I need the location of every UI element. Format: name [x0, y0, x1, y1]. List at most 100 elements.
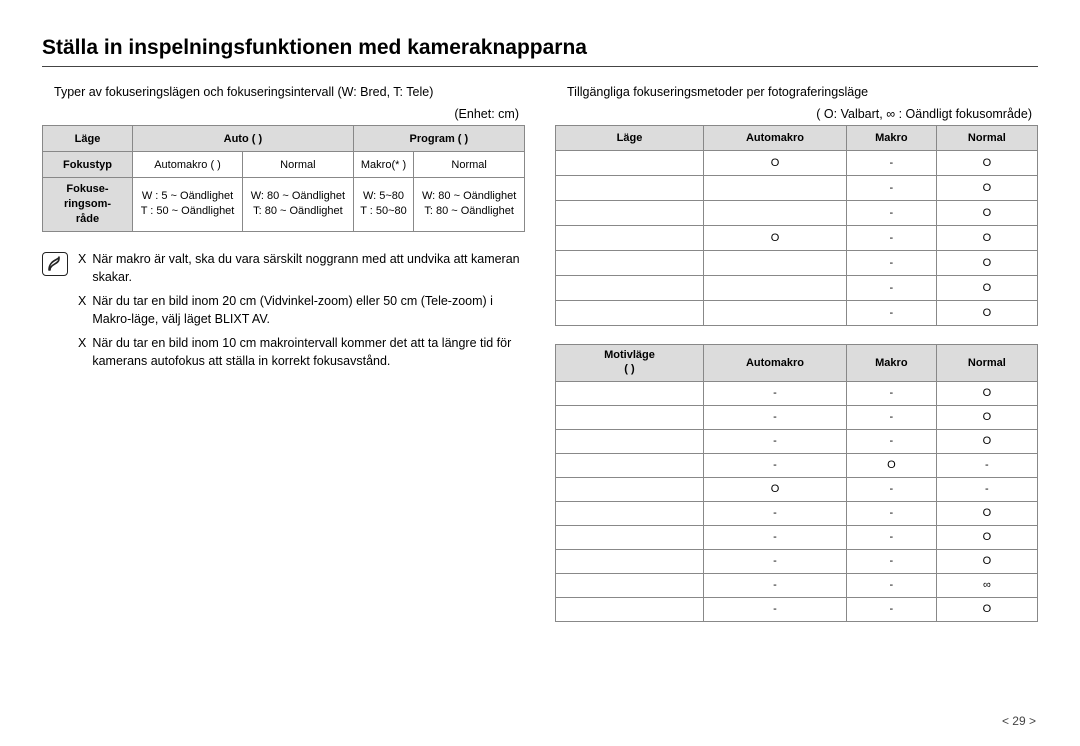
table-cell: [556, 276, 704, 301]
t1-range-p2: W: 80 ~ Oändlighet T: 80 ~ Oändlighet: [414, 178, 525, 232]
table-cell: -: [846, 201, 936, 226]
table-cell: O: [704, 477, 847, 501]
table-cell: [556, 573, 704, 597]
note-item: X När du tar en bild inom 20 cm (Vidvink…: [78, 292, 525, 328]
note-text: När makro är valt, ska du vara särskilt …: [92, 250, 525, 286]
table-row: O-O: [556, 226, 1038, 251]
table-row: -O: [556, 301, 1038, 326]
table-cell: -: [704, 381, 847, 405]
table-cell: -: [846, 251, 936, 276]
table-cell: O: [704, 226, 847, 251]
table-cell: O: [936, 201, 1037, 226]
t1-r-range: Fokuse- ringsom- råde: [43, 178, 133, 232]
table-cell: -: [846, 226, 936, 251]
table-cell: -: [704, 453, 847, 477]
table-cell: [704, 301, 847, 326]
table-row: --∞: [556, 573, 1038, 597]
table-row: -O-: [556, 453, 1038, 477]
note-icon: [42, 252, 68, 276]
table-cell: O: [936, 549, 1037, 573]
table-cell: -: [846, 525, 936, 549]
table-cell: [556, 429, 704, 453]
table-cell: -: [846, 405, 936, 429]
page: Ställa in inspelningsfunktionen med kame…: [0, 0, 1080, 642]
t1-prog2: Normal: [414, 152, 525, 178]
table-cell: O: [936, 501, 1037, 525]
table-row: --O: [556, 525, 1038, 549]
t1-range-a2: W: 80 ~ Oändlighet T: 80 ~ Oändlighet: [243, 178, 354, 232]
table-cell: O: [936, 176, 1037, 201]
table-cell: -: [846, 549, 936, 573]
table-cell: -: [846, 276, 936, 301]
t1-r-fokustyp: Fokustyp: [43, 152, 133, 178]
table-row: O-O: [556, 151, 1038, 176]
table-cell: [556, 597, 704, 621]
table-cell: -: [846, 501, 936, 525]
table-cell: -: [936, 453, 1037, 477]
title-underline: [42, 66, 1038, 67]
t3-body: --O--O--O-O-O----O--O--O--∞--O: [556, 381, 1038, 621]
note-list: X När makro är valt, ska du vara särskil…: [78, 250, 525, 377]
table-cell: -: [846, 176, 936, 201]
table-row: --O: [556, 405, 1038, 429]
table-row: -O: [556, 201, 1038, 226]
table-row: --O: [556, 597, 1038, 621]
focus-method-table: Läge Automakro Makro Normal O-O-O-OO-O-O…: [555, 125, 1038, 326]
note-bullet: X: [78, 292, 86, 328]
table-row: --O: [556, 381, 1038, 405]
right-intro: Tillgängliga fokuseringsmetoder per foto…: [555, 85, 1038, 99]
table-row: --O: [556, 429, 1038, 453]
left-intro: Typer av fokuseringslägen och fokusering…: [42, 85, 525, 99]
scene-mode-table: Motivläge ( ) Automakro Makro Normal --O…: [555, 344, 1038, 622]
table-cell: -: [704, 549, 847, 573]
table-cell: [556, 453, 704, 477]
note-item: X När makro är valt, ska du vara särskil…: [78, 250, 525, 286]
note-text: När du tar en bild inom 20 cm (Vidvinkel…: [92, 292, 525, 328]
table-cell: -: [846, 429, 936, 453]
note-box: X När makro är valt, ska du vara särskil…: [42, 250, 525, 377]
table-cell: -: [846, 477, 936, 501]
left-column: Typer av fokuseringslägen och fokusering…: [42, 85, 525, 622]
table-cell: [556, 301, 704, 326]
table-cell: -: [846, 301, 936, 326]
t1-range-a1: W : 5 ~ Oändlighet T : 50 ~ Oändlighet: [133, 178, 243, 232]
t1-h-program: Program ( ): [353, 126, 524, 152]
table-cell: O: [936, 151, 1037, 176]
table-cell: O: [936, 525, 1037, 549]
t1-auto1: Automakro ( ): [133, 152, 243, 178]
right-column: Tillgängliga fokuseringsmetoder per foto…: [555, 85, 1038, 622]
focus-range-table: Läge Auto ( ) Program ( ) Fokustyp Autom…: [42, 125, 525, 232]
t2-h-c1: Automakro: [704, 126, 847, 151]
t2-h-c2: Makro: [846, 126, 936, 151]
table-cell: -: [704, 573, 847, 597]
t2-body: O-O-O-OO-O-O-O-O: [556, 151, 1038, 326]
t1-prog1: Makro(* ): [353, 152, 414, 178]
table-row: --O: [556, 501, 1038, 525]
table-cell: [556, 381, 704, 405]
note-text: När du tar en bild inom 10 cm makrointer…: [92, 334, 525, 370]
table-cell: -: [846, 573, 936, 597]
t3-h-c3: Normal: [936, 345, 1037, 382]
table-row: -O: [556, 276, 1038, 301]
table-cell: [556, 176, 704, 201]
table-cell: [556, 549, 704, 573]
table-cell: [556, 151, 704, 176]
t3-h-c1: Automakro: [704, 345, 847, 382]
table-cell: [704, 176, 847, 201]
table-cell: -: [704, 597, 847, 621]
table-cell: O: [936, 226, 1037, 251]
note-item: X När du tar en bild inom 10 cm makroint…: [78, 334, 525, 370]
t1-auto2: Normal: [243, 152, 354, 178]
table-row: -O: [556, 251, 1038, 276]
note-bullet: X: [78, 334, 86, 370]
table-cell: -: [704, 525, 847, 549]
table-cell: [556, 405, 704, 429]
table-cell: -: [846, 381, 936, 405]
table-cell: -: [704, 405, 847, 429]
table-cell: O: [936, 301, 1037, 326]
table-cell: [556, 226, 704, 251]
table-cell: [556, 477, 704, 501]
table-row: --O: [556, 549, 1038, 573]
t2-h-c3: Normal: [936, 126, 1037, 151]
table-cell: O: [846, 453, 936, 477]
